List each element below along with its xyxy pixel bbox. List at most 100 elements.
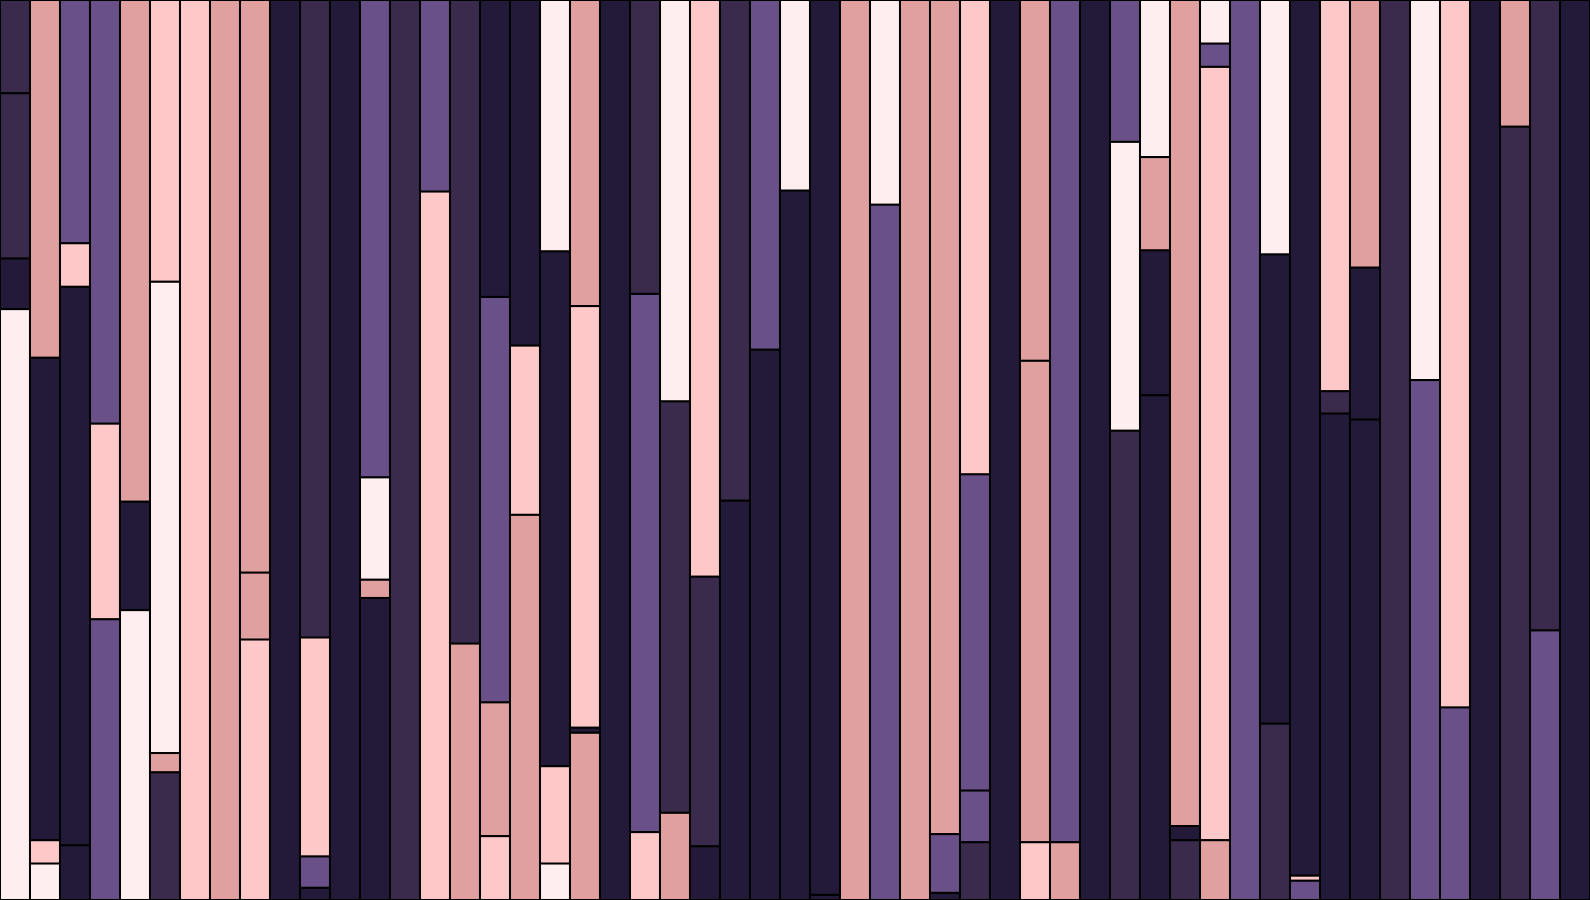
stripe-segment <box>658 0 692 403</box>
stripe-segment <box>1168 0 1202 828</box>
stripe-segment <box>538 0 572 253</box>
stripe-segment <box>748 348 782 900</box>
stripe-segment <box>568 0 602 308</box>
stripe-segment <box>118 0 152 503</box>
stripe-segment <box>0 257 32 311</box>
stripe-segment <box>0 0 32 95</box>
stripe-segment <box>658 400 692 814</box>
stripe-segment <box>1138 156 1172 252</box>
stripe-segment <box>1198 42 1232 68</box>
stripe-segment <box>658 811 692 900</box>
stripe-segment <box>1288 0 1322 877</box>
stripe-segment <box>1468 0 1502 900</box>
stripe-segment <box>478 701 512 838</box>
stripe-segment <box>508 513 542 900</box>
stripe-segment <box>1258 253 1292 725</box>
stripe-segment <box>208 0 242 900</box>
stripe-segment <box>1438 0 1472 709</box>
stripe-segment <box>1528 0 1562 632</box>
stripe-segment <box>238 638 272 900</box>
stripe-segment <box>478 835 512 900</box>
stripe-segment <box>298 886 332 900</box>
stripe-segment <box>808 893 842 900</box>
stripe-segment <box>1198 839 1232 900</box>
stripe-segment <box>598 0 632 900</box>
stripe-segment <box>358 596 392 900</box>
stripe-segment <box>358 0 392 479</box>
stripe-segment <box>448 642 482 900</box>
stripe-segment <box>88 618 122 900</box>
stripe-segment <box>958 0 992 476</box>
stripe-segment <box>28 839 62 865</box>
stripe-segment <box>958 789 992 844</box>
stripe-segment <box>1408 0 1442 382</box>
stripe-segment <box>0 92 32 260</box>
stripe-segment <box>118 500 152 612</box>
stripe-segment <box>868 203 902 900</box>
stripe-segment <box>1198 65 1232 842</box>
stripe-segment <box>478 295 512 704</box>
stripe-segment <box>1048 0 1082 844</box>
stripe-segment <box>538 765 572 865</box>
stripe-segment <box>688 0 722 578</box>
stripe-segment <box>628 831 662 900</box>
stripe-segment <box>1348 418 1382 900</box>
stripe-segment <box>58 285 92 847</box>
stripe-segment <box>1438 706 1472 900</box>
stripe-segment <box>958 473 992 792</box>
stripe-segment <box>688 845 722 900</box>
stripe-segment <box>358 476 392 581</box>
stripe-segment <box>508 344 542 516</box>
stripe-segment <box>1168 825 1202 842</box>
stripe-segment <box>478 0 512 298</box>
stripe-segment <box>148 0 182 283</box>
stripe-segment <box>1228 0 1262 900</box>
stripe-segment <box>898 0 932 900</box>
stripe-segment <box>418 190 452 900</box>
stripe-segment <box>538 862 572 900</box>
stripe-segment <box>958 841 992 900</box>
stripe-segment <box>28 356 62 842</box>
stripe-segment <box>988 0 1022 900</box>
stripe-segment <box>1378 0 1412 900</box>
stripe-segment <box>1558 0 1590 900</box>
stripe-segment <box>778 189 812 900</box>
stripe-segment <box>1018 359 1052 844</box>
stripe-segment <box>58 242 92 288</box>
stripe-segment <box>1498 0 1532 128</box>
stripe-segment <box>628 0 662 295</box>
stripe-segment <box>928 0 962 836</box>
stripe-segment <box>1138 0 1172 159</box>
stripe-segment <box>298 855 332 889</box>
stripe-segment <box>58 0 92 245</box>
stripe-segment <box>1168 839 1202 900</box>
stripe-segment <box>388 0 422 900</box>
stripe-segment <box>628 292 662 834</box>
stripe-segment <box>358 578 392 599</box>
stripe-segment <box>1018 0 1052 362</box>
stripe-segment <box>58 844 92 900</box>
stripe-segment <box>838 0 872 900</box>
stripe-segment <box>328 0 362 900</box>
stripe-segment <box>148 771 182 900</box>
stripe-segment <box>1108 0 1142 143</box>
stripe-segment <box>1348 266 1382 421</box>
stripe-segment <box>178 0 212 900</box>
stripe-segment <box>1138 249 1172 397</box>
stripe-segment <box>1288 879 1322 900</box>
stripe-segment <box>748 0 782 351</box>
stripe-segment <box>508 0 542 347</box>
stripe-segment <box>1258 722 1292 900</box>
stripe-segment <box>568 731 602 900</box>
stripe-segment <box>1048 841 1082 900</box>
stripe-segment <box>28 0 62 359</box>
stripe-segment <box>1138 394 1172 900</box>
stripe-segment <box>1318 390 1352 415</box>
stripe-segment <box>238 0 272 574</box>
stripe-segment <box>1498 125 1532 900</box>
stripe-segment <box>1318 412 1352 900</box>
stripe-segment <box>298 0 332 639</box>
stripe-segment <box>1528 629 1562 900</box>
stripe-segment <box>118 609 152 900</box>
